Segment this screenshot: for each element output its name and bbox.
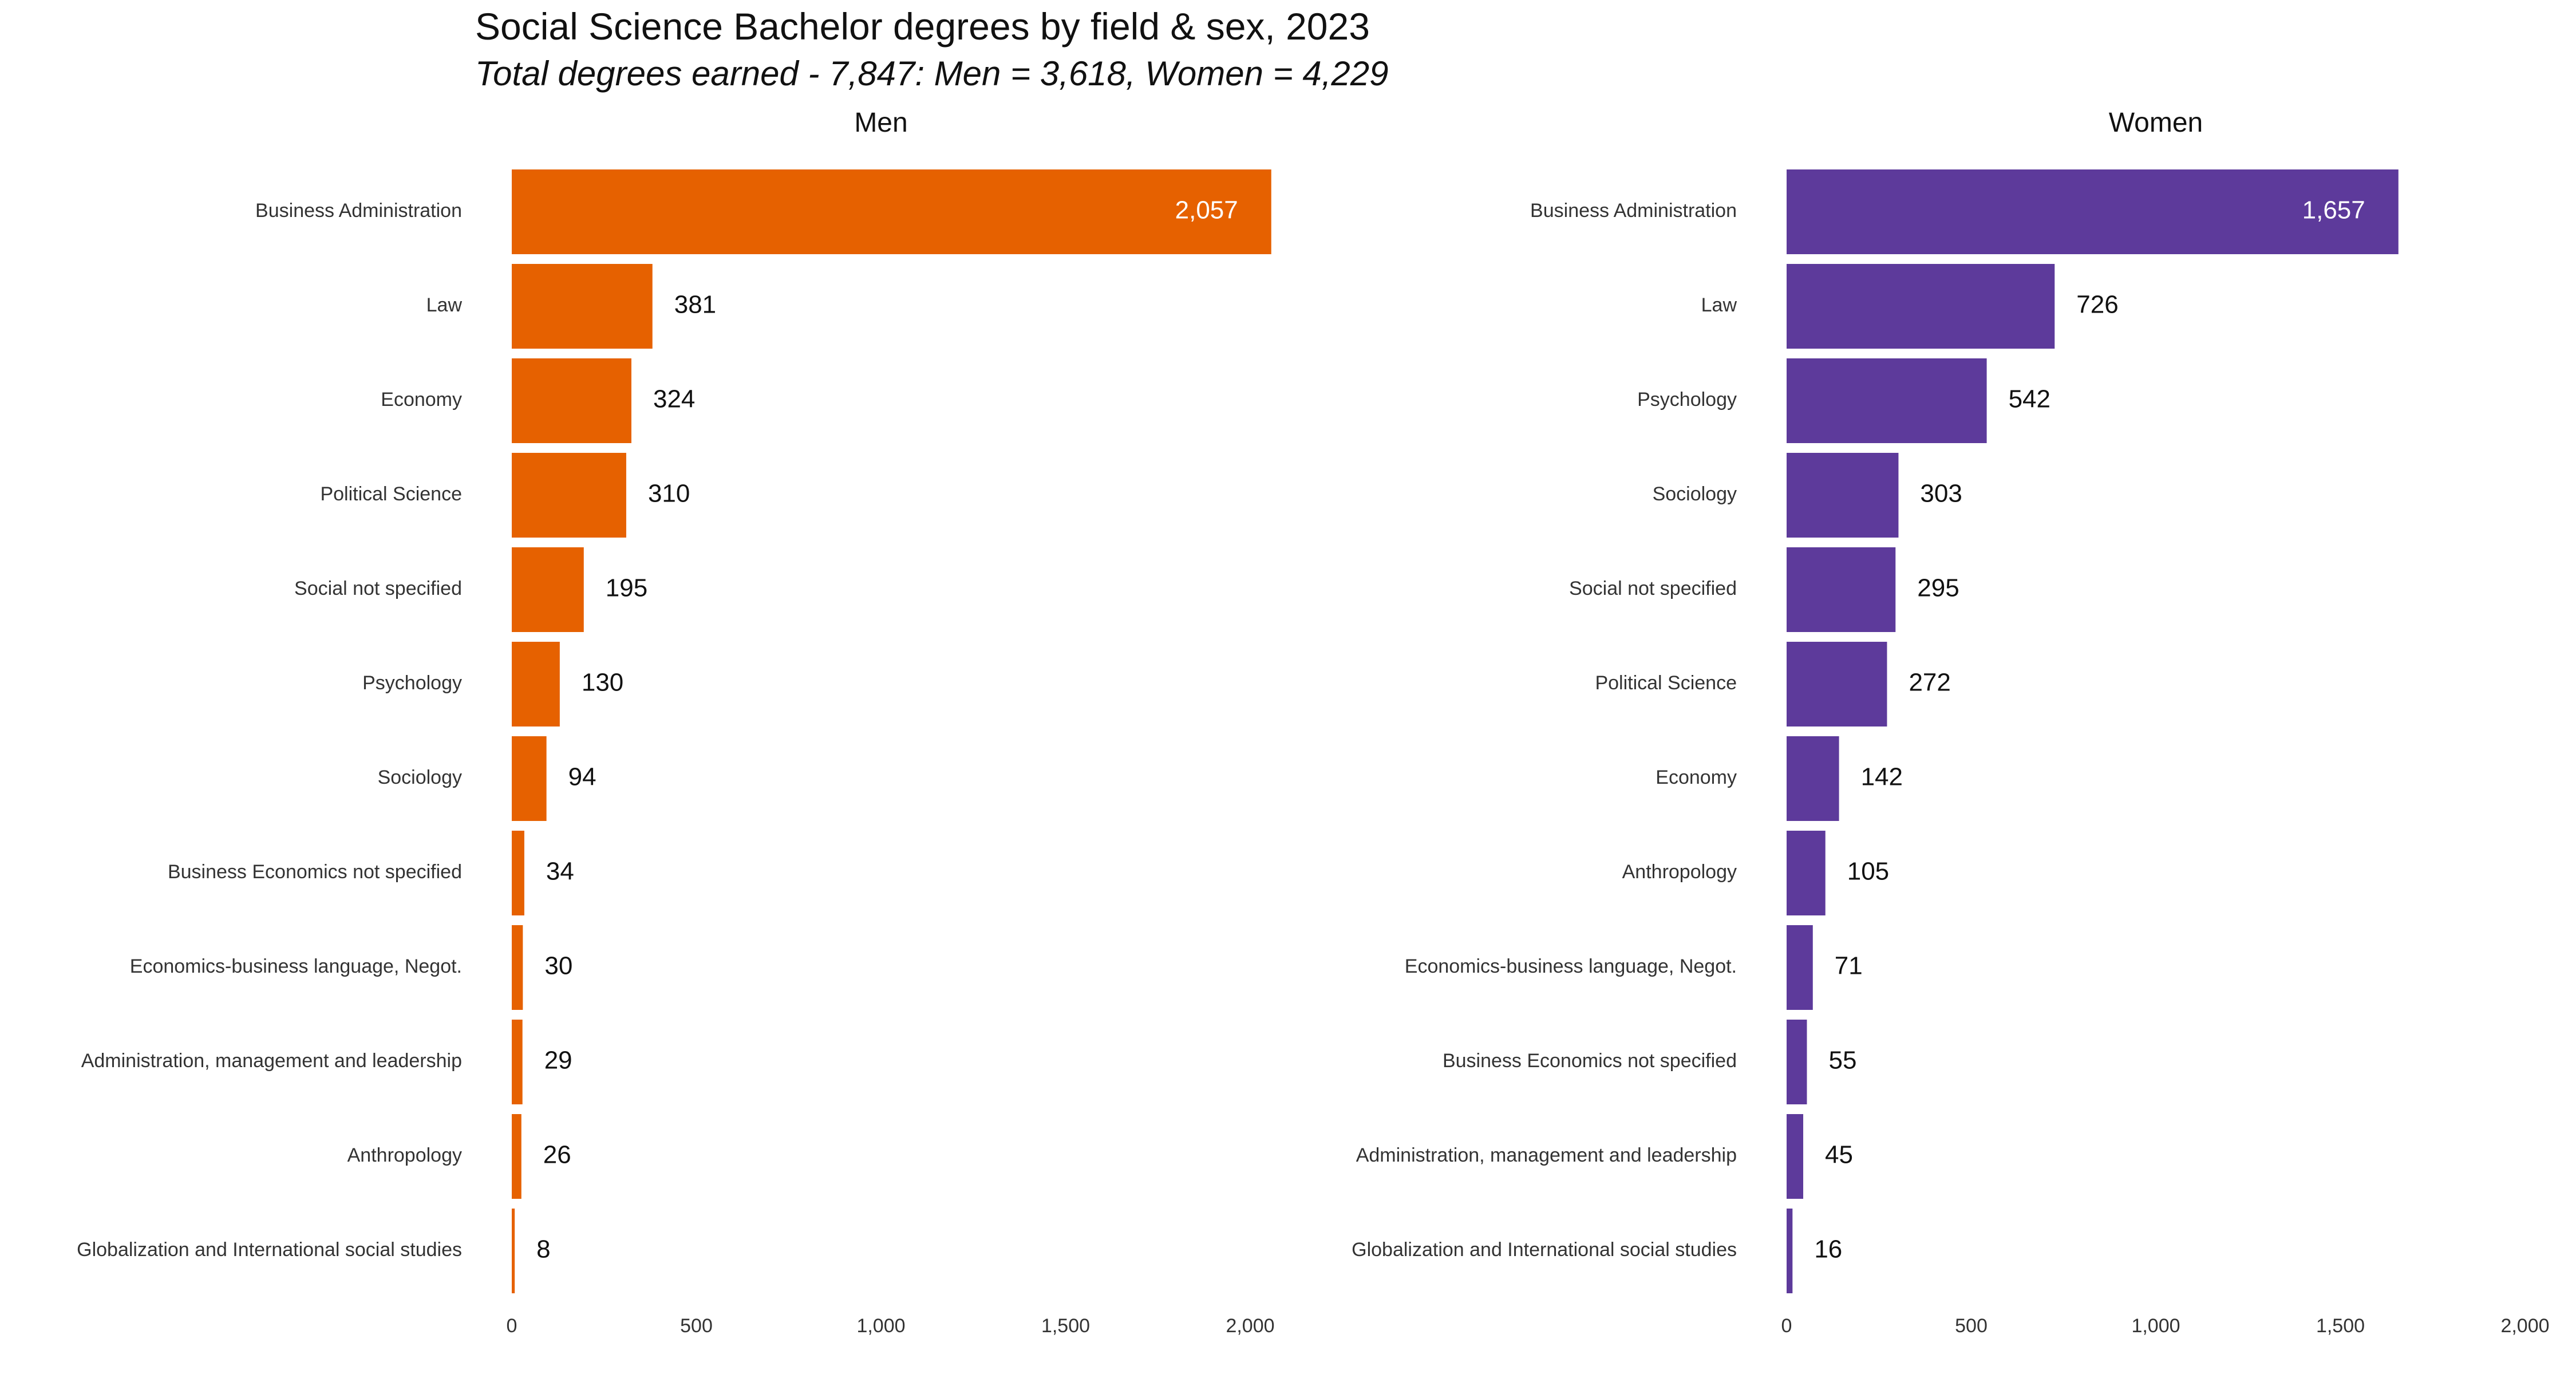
category-label: Anthropology (347, 1144, 462, 1166)
data-label: 94 (568, 763, 596, 791)
category-label: Psychology (362, 672, 462, 694)
data-label: 142 (1861, 763, 1903, 791)
data-label: 71 (1835, 952, 1863, 980)
x-tick-label: 1,500 (1041, 1315, 1090, 1337)
x-tick-label: 2,000 (1226, 1315, 1274, 1337)
category-label: Globalization and International social s… (77, 1239, 462, 1261)
bar (512, 925, 523, 1010)
category-label: Law (426, 294, 463, 316)
bar (512, 1209, 515, 1293)
panel-men: Men Business Administration 2,057 Law 381 Eco… (77, 108, 1274, 1337)
bar (1787, 1114, 1804, 1199)
x-tick-label: 1,000 (856, 1315, 905, 1337)
panel-title: Men (854, 108, 907, 138)
data-label: 29 (544, 1047, 572, 1075)
data-label: 26 (543, 1141, 571, 1169)
bar (1787, 736, 1839, 821)
bar (1787, 831, 1826, 915)
data-label: 310 (648, 480, 690, 508)
panel-title: Women (2109, 108, 2203, 138)
chart-subtitle: Total degrees earned - 7,847: Men = 3,61… (475, 54, 1389, 93)
category-label: Social not specified (1569, 578, 1737, 599)
bar (1787, 358, 1987, 443)
bar (512, 453, 626, 538)
x-tick-label: 500 (680, 1315, 713, 1337)
data-label: 726 (2076, 291, 2118, 319)
bar (512, 264, 653, 349)
data-label: 1,657 (2302, 196, 2365, 224)
x-tick-label: 1,500 (2316, 1315, 2365, 1337)
data-label: 303 (1920, 480, 1962, 508)
category-label: Administration, management and leadershi… (81, 1050, 462, 1072)
category-label: Administration, management and leadershi… (1356, 1144, 1737, 1166)
category-label: Business Economics not specified (1443, 1050, 1737, 1072)
category-label: Globalization and International social s… (1352, 1239, 1737, 1261)
bar (1787, 169, 2399, 254)
category-label: Business Economics not specified (168, 861, 462, 883)
bar (512, 1020, 523, 1104)
bar (512, 358, 631, 443)
category-label: Economy (381, 389, 462, 410)
data-label: 2,057 (1175, 196, 1238, 224)
bar (1787, 642, 1887, 727)
data-label: 55 (1828, 1047, 1856, 1075)
bar (512, 1114, 521, 1199)
category-label: Political Science (320, 483, 462, 505)
category-label: Business Administration (255, 200, 462, 222)
x-tick-label: 0 (1781, 1315, 1792, 1337)
bar (512, 831, 524, 915)
data-label: 381 (674, 291, 716, 319)
data-label: 542 (2009, 385, 2050, 413)
x-tick-label: 1,000 (2131, 1315, 2180, 1337)
category-label: Economy (1656, 767, 1737, 788)
category-label: Economics-business language, Negot. (1405, 956, 1737, 977)
data-label: 16 (1814, 1235, 1842, 1264)
panel-women: Women Business Administration 1,657 Law 726 P… (1352, 108, 2549, 1337)
data-label: 34 (546, 858, 574, 886)
x-tick-label: 2,000 (2500, 1315, 2549, 1337)
data-label: 30 (544, 952, 572, 980)
category-label: Political Science (1595, 672, 1737, 694)
x-tick-label: 0 (507, 1315, 517, 1337)
chart-title: Social Science Bachelor degrees by field… (475, 5, 1370, 48)
data-label: 195 (606, 574, 647, 602)
category-label: Business Administration (1530, 200, 1737, 222)
category-label: Sociology (378, 767, 462, 788)
bar (512, 736, 547, 821)
bar (512, 169, 1271, 254)
bar (1787, 264, 2055, 349)
bar (1787, 453, 1899, 538)
bar (1787, 925, 1813, 1010)
data-label: 324 (653, 385, 695, 413)
bar (512, 642, 560, 727)
category-label: Psychology (1637, 389, 1737, 410)
category-label: Anthropology (1622, 861, 1737, 883)
x-tick-label: 500 (1955, 1315, 1988, 1337)
bar (1787, 1209, 1793, 1293)
category-label: Social not specified (294, 578, 462, 599)
data-label: 130 (582, 669, 623, 697)
bar (512, 547, 584, 632)
data-label: 105 (1847, 858, 1889, 886)
data-label: 295 (1917, 574, 1959, 602)
data-label: 272 (1909, 669, 1950, 697)
bar (1787, 547, 1896, 632)
category-label: Economics-business language, Negot. (130, 956, 462, 977)
data-label: 45 (1825, 1141, 1853, 1169)
category-label: Sociology (1653, 483, 1737, 505)
bar (1787, 1020, 1807, 1104)
category-label: Law (1701, 294, 1737, 316)
data-label: 8 (536, 1235, 550, 1264)
